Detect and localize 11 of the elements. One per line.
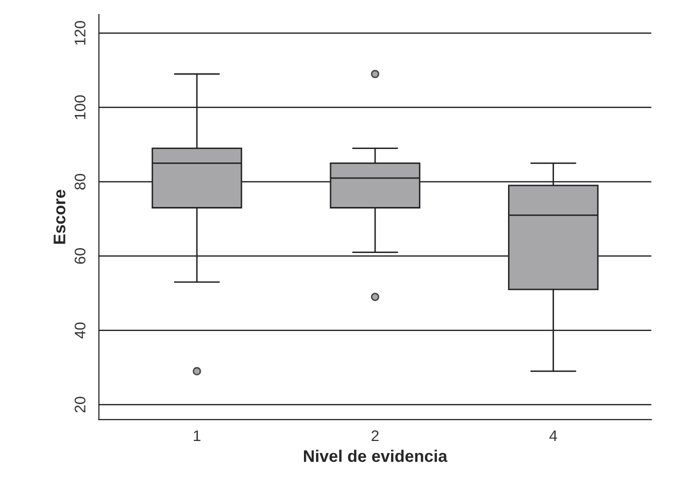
x-axis-title: Nivel de evidencia xyxy=(304,450,448,462)
x-tick-label: 4 xyxy=(549,430,558,442)
y-tick-label: 100 xyxy=(74,95,86,120)
y-tick-label: 120 xyxy=(74,20,86,45)
y-tick-label: 60 xyxy=(74,248,86,264)
x-tick-label: 2 xyxy=(372,430,379,442)
x-tick-label: 1 xyxy=(194,430,200,442)
y-tick-label: 40 xyxy=(74,322,86,338)
y-tick-label: 20 xyxy=(74,396,86,412)
y-tick-label: 80 xyxy=(74,174,86,190)
y-axis-title: Escore xyxy=(54,190,66,244)
